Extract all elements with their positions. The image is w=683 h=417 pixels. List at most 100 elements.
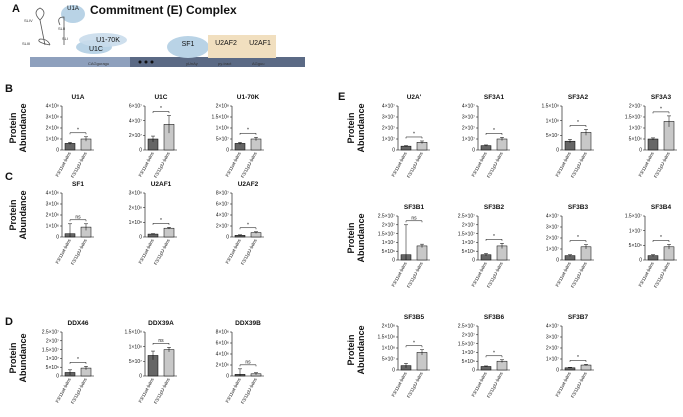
x-tick-label: F3/11wt-bdns [555, 371, 573, 398]
y-tick-label: 0 [472, 368, 475, 374]
panel-letter: A [12, 3, 20, 15]
y-tick-label: 8×10⁷ [216, 191, 229, 197]
y-tick-label: 5×10⁷ [382, 357, 395, 363]
diagram-label: U2AF2 [215, 40, 237, 47]
chart-title: SF3B2 [484, 204, 505, 211]
y-tick-label: 1.5×10⁸ [211, 115, 229, 121]
y-tick-label: 6×10⁷ [129, 104, 142, 110]
y-tick-label: 1×10⁸ [129, 344, 142, 350]
chart-title: U2AF1 [151, 181, 172, 188]
y-tick-label: 3×10⁷ [546, 225, 559, 231]
diagram-small-label: yUnAy [186, 61, 198, 66]
significance-label: * [577, 120, 579, 126]
y-tick-label: 1×10⁷ [546, 247, 559, 253]
x-tick-label: F3/11wt-bdns [391, 151, 409, 178]
x-tick-label: F3/11pU-bdns [570, 371, 588, 399]
diagram-small-label: SLIV [24, 18, 33, 23]
y-axis-label: ProteinAbundance [346, 213, 366, 262]
significance-label: * [160, 218, 162, 224]
x-tick-label: F3/11wt-bdns [391, 261, 409, 288]
x-tick-label: F3/11pU-bdns [486, 371, 504, 399]
x-tick-label: F3/11pU-bdns [70, 151, 88, 179]
y-tick-label: 1.5×10⁷ [378, 231, 395, 237]
y-tick-label: 2×10⁷ [46, 339, 59, 345]
y-tick-label: 2×10⁶ [46, 213, 59, 219]
significance-label: * [160, 106, 162, 112]
y-tick-label: 5×10⁶ [462, 359, 475, 365]
significance-bracket [69, 132, 87, 135]
y-tick-label: 1×10⁸ [129, 220, 142, 226]
y-tick-label: 1×10⁸ [382, 346, 395, 352]
panel-letter: C [5, 171, 13, 183]
significance-bracket [69, 219, 87, 222]
significance-bracket [239, 364, 257, 367]
y-tick-label: 1.5×10⁷ [458, 231, 475, 237]
y-tick-label: 0 [556, 368, 559, 374]
y-axis-label: ProteinAbundance [346, 103, 366, 152]
diagram-small-label: py-tract [218, 61, 232, 66]
y-tick-label: 0 [139, 235, 142, 241]
y-tick-label: 0 [56, 374, 59, 380]
panel-letter: D [5, 316, 13, 328]
bar [163, 349, 175, 377]
x-tick-label: F3/11pU-bdns [486, 151, 504, 179]
y-tick-label: 2×10⁷ [216, 224, 229, 230]
diagram-label: U1-70K [96, 37, 120, 44]
significance-bracket [152, 223, 170, 225]
y-tick-label: 1×10⁷ [629, 228, 642, 234]
significance-bracket [69, 362, 87, 364]
x-tick-label: F3/11pU-bdns [70, 238, 88, 266]
y-tick-label: 5×10⁷ [546, 133, 559, 139]
chart-title: DDX39A [148, 320, 174, 327]
chart-title: SF3B1 [404, 204, 425, 211]
y-tick-label: 3×10⁷ [382, 115, 395, 121]
y-tick-label: 2.5×10⁷ [458, 214, 475, 220]
y-tick-label: 0 [639, 258, 642, 264]
significance-label: * [577, 235, 579, 241]
significance-label: * [247, 128, 249, 134]
x-tick-label: F3/11pU-bdns [240, 151, 258, 179]
y-tick-label: 4×10⁷ [382, 104, 395, 110]
y-tick-label: 1×10⁷ [629, 126, 642, 132]
y-tick-label: 3×10⁸ [129, 191, 142, 197]
x-tick-label: F3/11wt-bdns [555, 261, 573, 288]
x-tick-label: F3/11wt-bdns [55, 377, 73, 404]
significance-label: * [493, 128, 495, 134]
y-tick-label: 0 [556, 148, 559, 154]
chart-title: SF3B4 [651, 204, 672, 211]
y-axis-label: ProteinAbundance [346, 325, 366, 374]
chart-title: SF3B6 [484, 314, 505, 321]
sf1-shape [167, 36, 209, 58]
significance-label: * [577, 355, 579, 361]
chart-title: U1-70K [237, 94, 260, 101]
y-tick-label: 0 [226, 374, 229, 380]
diagram-label: U1C [89, 46, 103, 53]
significance-bracket [569, 125, 587, 127]
y-tick-label: 1×10⁷ [46, 356, 59, 362]
significance-label: * [247, 222, 249, 228]
y-tick-label: 1.5×10⁷ [625, 214, 642, 220]
y-tick-label: 2×10⁸ [46, 126, 59, 132]
y-tick-label: 4×10⁶ [216, 352, 229, 358]
y-tick-label: 4×10⁸ [46, 104, 59, 110]
diagram-label: U1A [67, 6, 79, 12]
y-tick-label: 2×10⁸ [382, 324, 395, 330]
chart-title: DDX46 [68, 320, 89, 327]
significance-bracket [405, 136, 423, 139]
panel-letter: E [338, 91, 345, 103]
y-tick-label: 1×10⁸ [546, 118, 559, 124]
y-tick-label: 1×10⁷ [382, 240, 395, 246]
y-tick-label: 2.5×10⁷ [378, 214, 395, 220]
significance-label: ns [411, 215, 417, 221]
y-tick-label: 1.5×10⁸ [377, 335, 395, 341]
diagram: A Commitment (E) Complex U1A U1C U1-70K … [12, 3, 305, 67]
chart-title: SF3A2 [568, 94, 589, 101]
y-tick-label: 1×10⁸ [46, 137, 59, 143]
y-tick-label: 1.5×10⁷ [458, 341, 475, 347]
significance-label: ns [75, 214, 81, 220]
x-tick-label: F3/11wt-bdns [638, 261, 656, 288]
y-tick-label: 2×10⁶ [216, 363, 229, 369]
y-tick-label: 4×10⁷ [216, 213, 229, 219]
bar [400, 145, 412, 151]
